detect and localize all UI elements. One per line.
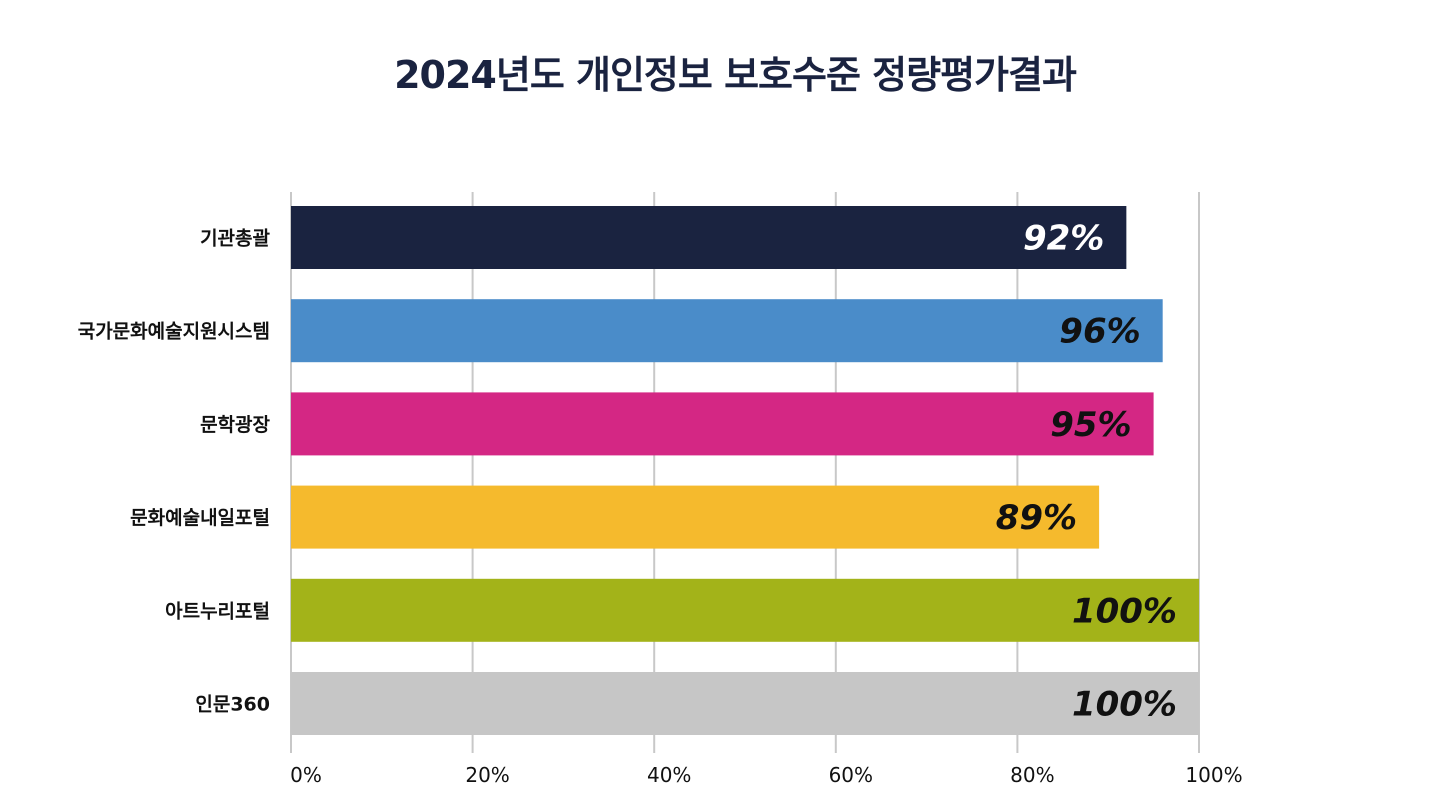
bar-3 bbox=[291, 485, 1100, 549]
x-tick-label: 60% bbox=[829, 763, 873, 787]
bar-1 bbox=[291, 299, 1163, 363]
data-labels: 92% 96% 95% 89% 100% 100% bbox=[996, 219, 1177, 725]
bars bbox=[291, 206, 1199, 735]
x-axis-ticks: 0% 20% 40% 60% 80% 100% bbox=[290, 763, 1242, 787]
bar-4 bbox=[291, 578, 1199, 642]
data-label: 100% bbox=[1072, 591, 1177, 631]
x-tick-label: 40% bbox=[647, 763, 691, 787]
bar-2 bbox=[291, 392, 1154, 456]
x-tick-label: 0% bbox=[290, 763, 322, 787]
x-tick-label: 20% bbox=[465, 763, 509, 787]
category-label: 문학광장 bbox=[200, 414, 270, 436]
data-label: 100% bbox=[1072, 685, 1177, 725]
data-label: 96% bbox=[1059, 312, 1140, 352]
category-label: 인문360 bbox=[195, 694, 270, 716]
category-label: 기관총괄 bbox=[200, 228, 270, 250]
category-label: 아트누리포털 bbox=[165, 600, 270, 622]
bar-0 bbox=[291, 206, 1127, 269]
x-tick-label: 80% bbox=[1010, 763, 1054, 787]
x-tick-label: 100% bbox=[1185, 763, 1242, 787]
data-label: 89% bbox=[996, 498, 1077, 538]
data-label: 95% bbox=[1050, 405, 1131, 445]
category-label: 문화예술내일포털 bbox=[130, 507, 270, 529]
gridlines bbox=[290, 192, 1200, 753]
category-label: 국가문화예술지원시스템 bbox=[78, 321, 270, 343]
chart-title: 2024년도 개인정보 보호수준 정량평가결과 bbox=[394, 53, 1077, 97]
bar-5 bbox=[291, 672, 1199, 735]
data-label: 92% bbox=[1023, 219, 1104, 259]
